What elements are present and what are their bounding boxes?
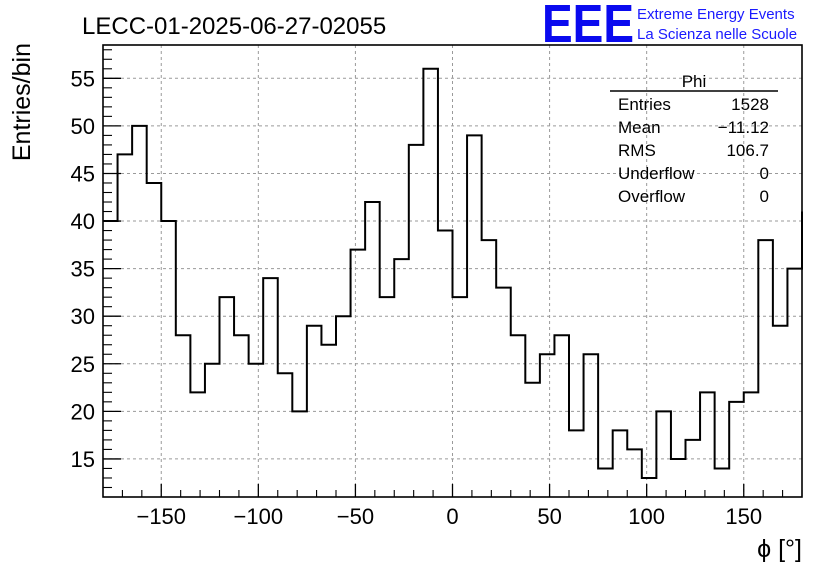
y-tick-label: 35	[71, 257, 95, 282]
y-tick-label: 40	[71, 209, 95, 234]
stats-rms-label: RMS	[618, 141, 656, 160]
x-tick-label: 150	[725, 504, 762, 529]
chart-title: LECC-01-2025-06-27-02055	[82, 13, 386, 40]
stats-box: Phi Entries 1528 Mean −11.12 RMS 106.7 U…	[610, 72, 778, 206]
stats-entries-value: 1528	[731, 95, 769, 114]
x-tick-label: −150	[136, 504, 186, 529]
eee-logo-mark: EEE	[542, 0, 634, 54]
x-tick-label: 50	[537, 504, 561, 529]
stats-mean-value: −11.12	[718, 118, 769, 137]
x-axis-label: ϕ [°]	[757, 535, 802, 563]
y-axis-label: Entries/bin	[8, 43, 36, 161]
x-tick-label: −50	[337, 504, 374, 529]
x-tick-label: 0	[446, 504, 458, 529]
x-tick-label: −100	[234, 504, 284, 529]
eee-logo-line1: Extreme Energy Events	[637, 6, 795, 23]
stats-entries-label: Entries	[618, 95, 671, 114]
x-tick-labels: −150 −100 −50 0 50 100 150	[136, 504, 762, 529]
y-tick-label: 25	[71, 352, 95, 377]
histogram-outline	[103, 67, 803, 479]
stats-overflow-value: 0	[760, 187, 769, 206]
y-tick-label: 55	[71, 66, 95, 91]
axis-ticks	[103, 49, 803, 497]
stats-underflow-value: 0	[760, 164, 769, 183]
stats-underflow-label: Underflow	[618, 164, 695, 183]
x-tick-label: 100	[628, 504, 665, 529]
y-tick-label: 30	[71, 304, 95, 329]
y-tick-label: 20	[71, 399, 95, 424]
stats-title: Phi	[682, 72, 707, 91]
stats-overflow-label: Overflow	[618, 187, 686, 206]
stats-rms-value: 106.7	[726, 141, 769, 160]
y-tick-label: 50	[71, 114, 95, 139]
stats-mean-label: Mean	[618, 118, 661, 137]
y-tick-label: 15	[71, 447, 95, 472]
eee-logo: EEE Extreme Energy Events La Scienza nel…	[542, 0, 797, 54]
y-tick-labels: 15 20 25 30 35 40 45 50 55	[71, 66, 95, 472]
eee-logo-line2: La Scienza nelle Scuole	[637, 26, 797, 43]
y-tick-label: 45	[71, 161, 95, 186]
